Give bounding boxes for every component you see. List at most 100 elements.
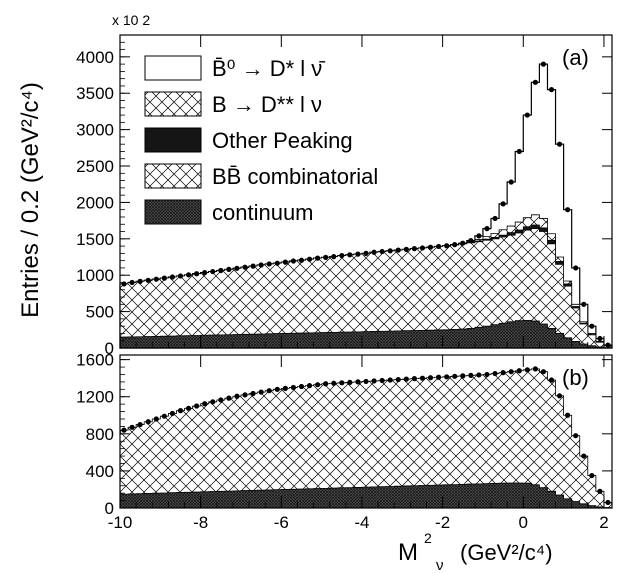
x-tick-label: -6 — [274, 513, 289, 532]
data-point — [573, 265, 579, 271]
y-tick-label: 500 — [86, 303, 114, 322]
y-tick-label: 800 — [86, 425, 114, 444]
data-point — [484, 226, 490, 232]
data-point — [177, 273, 184, 279]
data-point — [581, 301, 587, 307]
x-tick-label: -4 — [354, 513, 369, 532]
data-point — [379, 377, 385, 384]
data-point — [444, 243, 450, 249]
y-tick-label: 4000 — [76, 48, 114, 67]
data-point — [419, 245, 426, 251]
data-point — [573, 433, 579, 439]
data-point — [508, 179, 514, 185]
data-point — [508, 369, 514, 375]
y-tick-label: 3000 — [76, 121, 114, 140]
y-tick-label: 2500 — [76, 157, 114, 176]
data-point — [435, 243, 442, 250]
data-point — [323, 254, 329, 260]
data-point — [145, 277, 151, 283]
panel-label: (b) — [562, 365, 589, 390]
data-point — [476, 372, 482, 378]
data-point — [194, 271, 200, 277]
data-point — [452, 373, 458, 379]
data-point — [218, 267, 224, 274]
data-point — [161, 413, 167, 419]
data-point — [540, 369, 547, 375]
y-tick-label: 1000 — [76, 266, 114, 285]
data-point — [121, 427, 127, 433]
data-point — [460, 373, 466, 379]
data-point — [581, 453, 587, 459]
data-point — [339, 252, 345, 259]
data-point — [347, 252, 353, 258]
data-point — [266, 388, 272, 394]
y-axis-label: Entries / 0.2 (GeV²/c⁴) — [17, 82, 44, 318]
axis-frame — [119, 34, 613, 349]
y-tick-label: 400 — [86, 462, 114, 481]
data-point — [137, 278, 143, 284]
y-tick-label: 0 — [105, 339, 114, 358]
data-point — [315, 255, 321, 261]
data-point — [250, 263, 256, 269]
data-point — [427, 244, 434, 250]
data-point — [411, 376, 417, 382]
data-point — [500, 201, 506, 207]
data-point — [290, 384, 297, 391]
y-tick-label: 0 — [105, 499, 114, 518]
data-point — [298, 383, 305, 390]
panel-label: (a) — [562, 45, 589, 70]
data-point — [403, 246, 409, 252]
data-point — [427, 375, 434, 381]
data-point — [274, 386, 280, 392]
data-point — [129, 424, 135, 430]
data-point — [266, 261, 272, 267]
data-point — [347, 379, 353, 385]
data-point — [153, 276, 159, 282]
data-point — [177, 408, 184, 414]
data-point — [556, 393, 563, 399]
data-point — [516, 148, 522, 155]
data-point — [258, 262, 264, 268]
data-point — [565, 207, 571, 213]
data-point — [137, 421, 143, 428]
data-point — [395, 376, 401, 383]
legend-label-dss: B → D** l ν — [212, 92, 322, 117]
legend-swatch-bbbar — [144, 163, 202, 189]
data-point — [524, 367, 530, 373]
data-point — [282, 259, 288, 265]
data-point — [331, 380, 337, 386]
x-label-main: M — [398, 539, 418, 566]
data-point — [387, 377, 393, 383]
data-point — [331, 254, 337, 260]
series-bbbar-area — [119, 228, 613, 349]
data-point — [403, 376, 409, 382]
y-tick-label: 1200 — [76, 388, 114, 407]
data-point — [540, 61, 547, 67]
data-point — [468, 372, 474, 378]
data-point — [476, 233, 482, 239]
axis-frame — [119, 354, 613, 509]
x-tick-label: -10 — [108, 513, 133, 532]
data-point — [379, 248, 385, 255]
y-tick-label: 2000 — [76, 193, 114, 212]
data-point — [492, 215, 498, 222]
x-label-units: (GeV²/c⁴) — [460, 540, 553, 565]
y-tick-label: 3500 — [76, 84, 114, 103]
data-point — [169, 274, 176, 280]
data-point — [218, 397, 224, 403]
legend-swatch-dss — [144, 91, 202, 117]
data-point — [282, 385, 288, 391]
panel-b: 0 400 800 1200 1600 -10 -8 -6 -4 -2 0 2 (b) — [76, 351, 613, 532]
data-point — [145, 419, 151, 425]
data-point — [226, 266, 232, 272]
data-point — [565, 412, 571, 418]
data-point — [185, 272, 192, 278]
data-point — [202, 270, 208, 276]
data-point — [589, 323, 595, 329]
data-point — [306, 383, 313, 389]
data-point — [129, 279, 135, 286]
legend-label-bbbar: BB̄ combinatorial — [212, 164, 378, 189]
data-point — [460, 240, 466, 246]
data-point — [298, 257, 305, 263]
data-point — [444, 374, 450, 380]
